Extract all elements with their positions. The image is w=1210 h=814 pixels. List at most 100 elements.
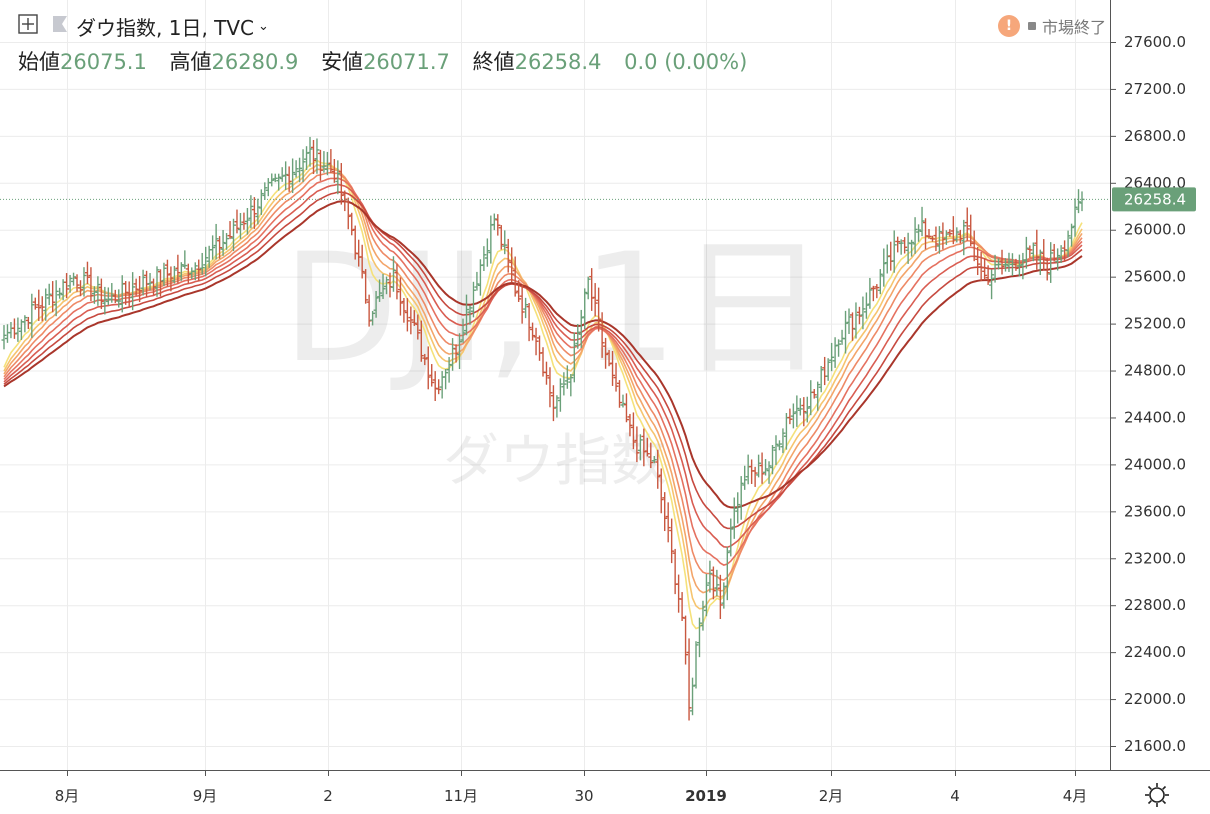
ohlc-bar bbox=[829, 342, 835, 372]
ohlc-bar bbox=[217, 236, 223, 259]
time-tick-label: 4 bbox=[950, 787, 960, 805]
price-tick-label: 27200.0 bbox=[1124, 80, 1186, 98]
price-tick-label: 22400.0 bbox=[1124, 643, 1186, 661]
ohlc-bar bbox=[335, 160, 341, 195]
ohlc-bar bbox=[463, 294, 469, 336]
ohlc-bar bbox=[67, 274, 73, 293]
ohlc-bar bbox=[373, 290, 379, 318]
price-tick-label: 24000.0 bbox=[1124, 455, 1186, 473]
ohlc-bar bbox=[554, 395, 560, 418]
ohlc-bar bbox=[676, 574, 682, 613]
ohlc-bar bbox=[81, 267, 87, 297]
price-tick-label: 23600.0 bbox=[1124, 502, 1186, 520]
ohlc-bar bbox=[1002, 258, 1008, 272]
ohlc-bar bbox=[279, 167, 285, 182]
ohlc-bar bbox=[617, 380, 623, 408]
ohlc-bar bbox=[557, 378, 563, 412]
ohlc-bar bbox=[140, 269, 146, 296]
ohlc-bar bbox=[272, 173, 278, 183]
ohlc-bar bbox=[895, 236, 901, 253]
price-axis[interactable]: 21600.0 22000.0 22400.0 22800.0 23200.0 23600… bbox=[1110, 33, 1186, 755]
low-label: 安値 bbox=[321, 50, 364, 74]
ohlc-bar bbox=[561, 372, 567, 396]
ohlc-bar bbox=[912, 217, 918, 254]
ohlc-bar bbox=[575, 324, 581, 349]
ohlc-bar bbox=[98, 278, 104, 310]
ohlc-bar bbox=[1044, 257, 1050, 281]
ohlc-bar bbox=[964, 207, 970, 241]
ohlc-bar bbox=[947, 229, 953, 237]
ohlc-bar bbox=[644, 437, 650, 457]
ohlc-bar bbox=[533, 327, 539, 356]
ohlc-bar bbox=[314, 138, 320, 174]
ohlc-bar bbox=[735, 492, 741, 524]
ohlc-bar bbox=[836, 339, 842, 357]
ohlc-bar bbox=[860, 296, 866, 330]
ohlc-bar bbox=[874, 284, 880, 299]
ohlc-legend: 始値26075.1 高値26280.9 安値26071.7 終値26258.4 … bbox=[18, 46, 747, 76]
ohlc-bar bbox=[936, 226, 942, 254]
chevron-down-icon[interactable]: ⌄ bbox=[258, 19, 269, 34]
ohlc-bar bbox=[509, 247, 515, 283]
ohlc-bar bbox=[815, 381, 821, 411]
ohlc-bar bbox=[877, 269, 883, 295]
time-tick-label: 4月 bbox=[1063, 787, 1088, 805]
ohlc-bar bbox=[773, 435, 779, 466]
ohlc-bar bbox=[989, 269, 995, 300]
ohlc-bar bbox=[728, 518, 734, 557]
ohlc-bar bbox=[1041, 239, 1047, 271]
ohlc-bar bbox=[244, 207, 250, 235]
ohlc-bar bbox=[794, 395, 800, 427]
ohlc-bar bbox=[474, 271, 480, 291]
ohlc-bar bbox=[630, 412, 636, 450]
gear-icon[interactable] bbox=[1145, 783, 1169, 807]
ohlc-bar bbox=[648, 442, 654, 469]
ohlc-bar bbox=[961, 219, 967, 256]
ohlc-bar bbox=[909, 239, 915, 257]
ohlc-bar bbox=[443, 369, 449, 390]
ohlc-bar bbox=[637, 434, 643, 461]
ohlc-bar bbox=[502, 230, 508, 255]
symbol-title[interactable]: ダウ指数, 1日, TVC bbox=[76, 16, 255, 40]
ohlc-bar bbox=[276, 173, 282, 191]
ma-ribbon bbox=[3, 159, 1083, 630]
ohlc-bar bbox=[839, 329, 845, 345]
ohlc-bar bbox=[408, 306, 414, 335]
ohlc-bar bbox=[384, 276, 390, 295]
high-label: 高値 bbox=[169, 50, 212, 74]
ohlc-bar bbox=[863, 292, 869, 319]
ohlc-bar bbox=[95, 276, 101, 306]
ohlc-bar bbox=[460, 318, 466, 343]
ohlc-bar bbox=[255, 198, 261, 225]
warning-icon[interactable]: ! bbox=[997, 15, 1020, 37]
ohlc-bar bbox=[856, 306, 862, 325]
time-axis[interactable]: 8月 9月 2 11月 30 2019 2月 4 4月 bbox=[55, 770, 1088, 805]
ohlc-bar bbox=[1065, 230, 1071, 258]
ohlc-bar bbox=[919, 206, 925, 237]
ohlc-bar bbox=[870, 285, 876, 302]
ohlc-bar bbox=[801, 397, 807, 427]
ohlc-bar bbox=[436, 379, 442, 395]
price-tick-label: 24800.0 bbox=[1124, 362, 1186, 380]
ohlc-bar bbox=[881, 248, 887, 287]
ohlc-bar bbox=[505, 238, 511, 273]
ohlc-bar bbox=[550, 385, 556, 422]
crosshair-plus-icon[interactable] bbox=[18, 14, 38, 39]
ohlc-bar bbox=[321, 151, 327, 173]
ohlc-bar bbox=[470, 281, 476, 318]
ohlc-bar bbox=[1072, 198, 1078, 237]
ohlc-bar bbox=[251, 197, 257, 229]
flag-icon[interactable] bbox=[52, 14, 68, 39]
ohlc-bar bbox=[397, 277, 403, 316]
ohlc-bar bbox=[324, 151, 330, 176]
time-tick-label: 11月 bbox=[444, 787, 478, 805]
open-value: 26075.1 bbox=[60, 50, 147, 74]
price-tick-label: 21600.0 bbox=[1124, 737, 1186, 755]
ohlc-bar bbox=[742, 465, 748, 490]
ohlc-bar bbox=[22, 315, 28, 333]
ohlc-bar bbox=[571, 332, 577, 383]
ohlc-bar bbox=[867, 277, 873, 309]
ohlc-bar bbox=[592, 283, 598, 317]
ohlc-bar bbox=[64, 273, 70, 299]
